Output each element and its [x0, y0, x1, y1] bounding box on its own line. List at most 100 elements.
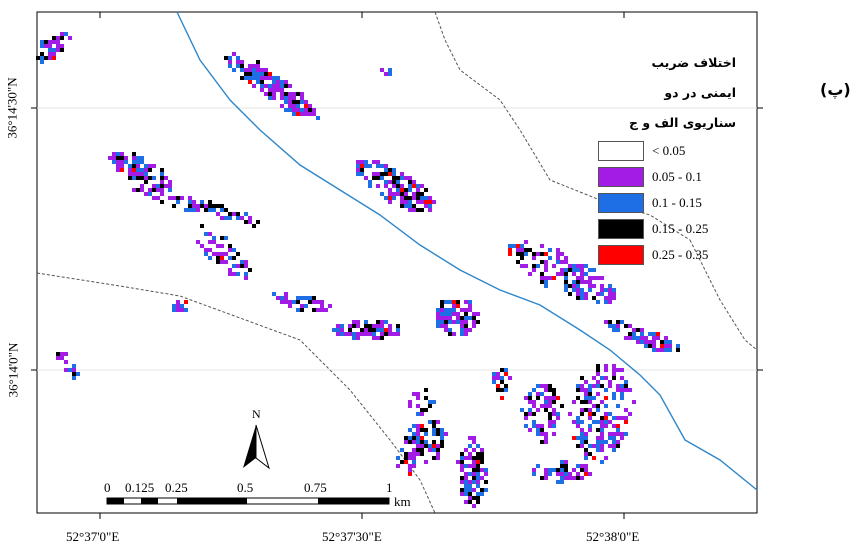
- raster-cell: [468, 480, 472, 484]
- raster-cell: [172, 196, 176, 200]
- raster-cell: [264, 92, 268, 96]
- raster-cell: [524, 264, 528, 268]
- raster-cell: [596, 428, 600, 432]
- raster-cell: [60, 32, 64, 36]
- raster-cell: [524, 240, 528, 244]
- raster-cell: [148, 176, 152, 180]
- raster-cell: [484, 488, 488, 492]
- raster-cell: [620, 392, 624, 396]
- raster-cell: [232, 68, 236, 72]
- raster-cell: [532, 388, 536, 392]
- raster-cell: [272, 96, 276, 100]
- raster-cell: [548, 468, 552, 472]
- raster-cell: [604, 388, 608, 392]
- raster-cell: [560, 472, 564, 476]
- raster-cell: [392, 192, 396, 196]
- raster-cell: [252, 68, 256, 72]
- raster-cell: [188, 208, 192, 212]
- raster-cell: [480, 456, 484, 460]
- raster-cell: [548, 388, 552, 392]
- raster-cell: [460, 488, 464, 492]
- raster-cell: [252, 224, 256, 228]
- raster-cell: [128, 168, 132, 172]
- raster-cell: [500, 368, 504, 372]
- raster-cell: [616, 444, 620, 448]
- raster-cell: [544, 276, 548, 280]
- raster-cell: [204, 232, 208, 236]
- raster-cell: [632, 336, 636, 340]
- raster-cell: [144, 176, 148, 180]
- raster-cell: [528, 428, 532, 432]
- raster-cell: [540, 392, 544, 396]
- raster-cell: [392, 180, 396, 184]
- raster-cell: [356, 336, 360, 340]
- raster-cell: [564, 464, 568, 468]
- legend-label: 0.25 - 0.35: [652, 247, 709, 262]
- raster-cell: [464, 476, 468, 480]
- raster-cell: [300, 108, 304, 112]
- raster-cell: [500, 380, 504, 384]
- raster-cell: [472, 316, 476, 320]
- raster-cell: [612, 296, 616, 300]
- raster-cell: [584, 400, 588, 404]
- raster-cell: [480, 452, 484, 456]
- raster-cell: [612, 324, 616, 328]
- raster-cell: [584, 452, 588, 456]
- raster-cell: [444, 324, 448, 328]
- legend-item: 0.1 - 0.15: [598, 190, 740, 216]
- raster-cell: [592, 420, 596, 424]
- raster-cell: [480, 468, 484, 472]
- raster-cell: [604, 440, 608, 444]
- y-tick-label: 36°14'30"N: [4, 77, 20, 139]
- raster-cell: [132, 176, 136, 180]
- raster-cell: [284, 292, 288, 296]
- raster-cell: [64, 32, 68, 36]
- raster-cell: [596, 384, 600, 388]
- raster-cell: [584, 436, 588, 440]
- raster-cell: [424, 204, 428, 208]
- raster-cell: [284, 100, 288, 104]
- raster-cell: [620, 320, 624, 324]
- raster-cell: [436, 324, 440, 328]
- raster-cell: [500, 396, 504, 400]
- raster-cell: [236, 212, 240, 216]
- raster-cell: [620, 384, 624, 388]
- raster-cell: [276, 296, 280, 300]
- raster-cell: [400, 204, 404, 208]
- x-tick-label: 52°38'0"E: [586, 529, 640, 544]
- raster-cell: [288, 100, 292, 104]
- raster-cell: [664, 336, 668, 340]
- raster-cell: [592, 412, 596, 416]
- raster-cell: [408, 184, 412, 188]
- raster-cell: [380, 324, 384, 328]
- raster-cell: [532, 468, 536, 472]
- raster-cell: [420, 444, 424, 448]
- raster-cell: [348, 324, 352, 328]
- raster-cell: [176, 308, 180, 312]
- raster-cell: [364, 164, 368, 168]
- raster-cell: [156, 196, 160, 200]
- raster-cell: [112, 160, 116, 164]
- raster-cell: [428, 208, 432, 212]
- raster-cell: [496, 384, 500, 388]
- raster-cell: [256, 80, 260, 84]
- raster-cell: [580, 264, 584, 268]
- raster-cell: [124, 160, 128, 164]
- raster-cell: [604, 404, 608, 408]
- raster-cell: [568, 284, 572, 288]
- raster-cell: [608, 320, 612, 324]
- raster-cell: [408, 404, 412, 408]
- raster-cell: [616, 384, 620, 388]
- raster-cell: [216, 244, 220, 248]
- raster-cell: [440, 308, 444, 312]
- raster-cell: [564, 276, 568, 280]
- raster-cell: [384, 320, 388, 324]
- raster-cell: [448, 328, 452, 332]
- raster-cell: [548, 248, 552, 252]
- raster-cell: [668, 348, 672, 352]
- raster-cell: [468, 304, 472, 308]
- raster-cell: [520, 248, 524, 252]
- raster-cell: [296, 308, 300, 312]
- raster-cell: [284, 108, 288, 112]
- raster-cell: [648, 332, 652, 336]
